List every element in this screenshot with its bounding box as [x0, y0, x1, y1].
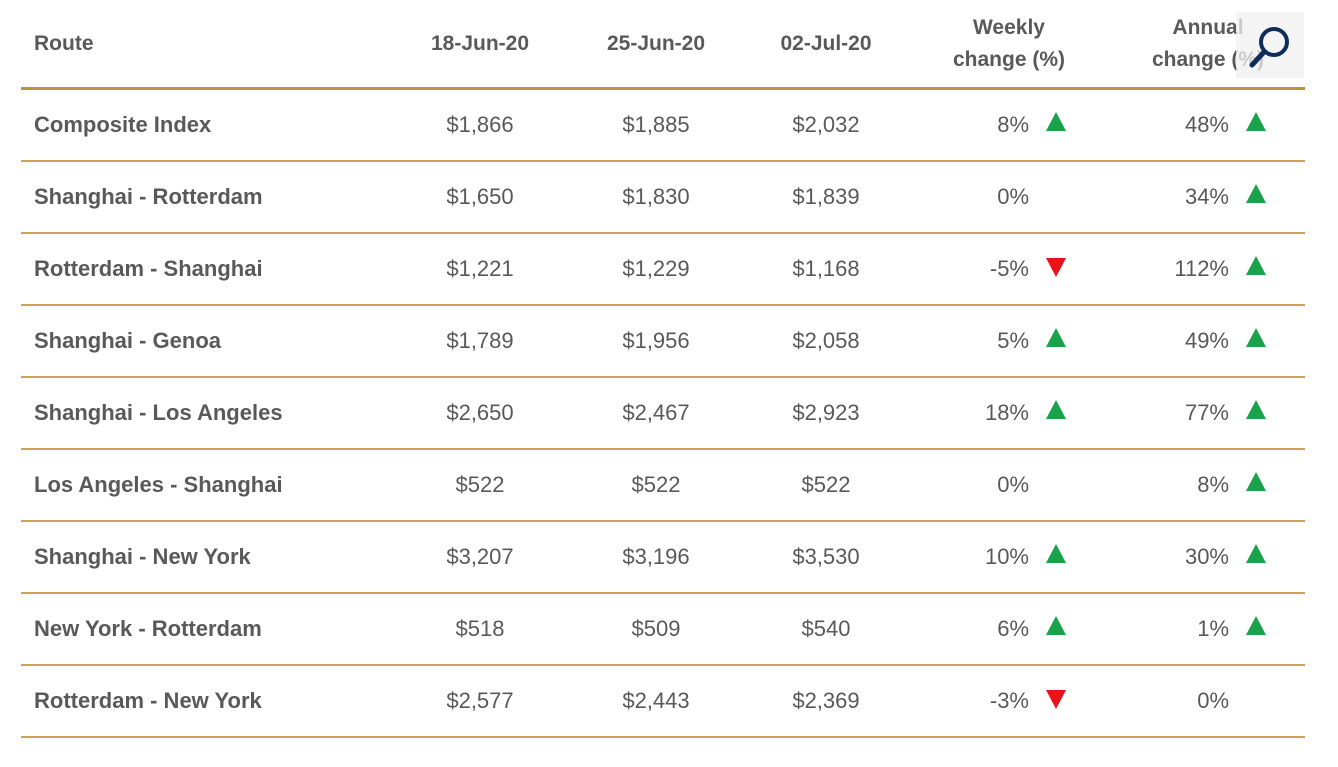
up-arrow-icon [1044, 90, 1068, 160]
magnifier-icon [1249, 27, 1289, 68]
table-row: New York - Rotterdam $518 $509 $540 6% 1% [21, 594, 1305, 666]
table-row: Los Angeles - Shanghai $522 $522 $522 0% 8% [21, 450, 1305, 522]
down-arrow-icon [1044, 234, 1068, 304]
route-name: Los Angeles - Shanghai [34, 472, 283, 497]
header-date-1: 18-Jun-20 [430, 31, 530, 55]
weekly-change: 0% [997, 472, 1029, 497]
rate-date-2: $2,443 [622, 688, 690, 713]
table-body: Composite Index $1,866 $1,885 $2,032 8% 48% Sh… [21, 90, 1305, 738]
annual-change: 49% [1184, 328, 1229, 353]
header-weekly-line1: Weekly [972, 15, 1045, 39]
annual-change: 48% [1184, 112, 1229, 137]
route-name: Shanghai - Los Angeles [34, 400, 283, 425]
up-arrow-icon [1244, 162, 1268, 232]
up-arrow-icon [1244, 378, 1268, 448]
table-row: Shanghai - Genoa $1,789 $1,956 $2,058 5% 49% [21, 306, 1305, 378]
freight-rate-table: Route 18-Jun-20 25-Jun-20 02-Jul-20 Week… [21, 0, 1305, 738]
up-arrow-icon [1244, 594, 1268, 664]
weekly-change: 5% [997, 328, 1029, 353]
rate-date-2: $1,229 [622, 256, 690, 281]
header-route: Route [34, 31, 94, 55]
rate-date-2: $3,196 [622, 544, 690, 569]
weekly-change: 10% [984, 544, 1029, 569]
header-date-3: 02-Jul-20 [780, 31, 872, 55]
rate-date-1: $518 [455, 616, 505, 641]
up-arrow-icon [1044, 306, 1068, 376]
rate-date-1: $1,650 [446, 184, 514, 209]
table-row: Rotterdam - New York $2,577 $2,443 $2,369 -3… [21, 666, 1305, 738]
rate-date-1: $1,221 [446, 256, 514, 281]
rate-date-1: $1,866 [446, 112, 514, 137]
table-row: Composite Index $1,866 $1,885 $2,032 8% 48% [21, 90, 1305, 162]
rate-date-3: $2,058 [792, 328, 860, 353]
weekly-change: -3% [989, 688, 1029, 713]
header-weekly-line2: change (%) [952, 47, 1065, 71]
weekly-change: -5% [989, 256, 1029, 281]
rate-date-3: $2,923 [792, 400, 860, 425]
table-row: Rotterdam - Shanghai $1,221 $1,229 $1,168 -5… [21, 234, 1305, 306]
rate-date-2: $522 [631, 472, 681, 497]
rate-date-3: $1,168 [792, 256, 860, 281]
weekly-change: 18% [984, 400, 1029, 425]
table-row: Shanghai - Rotterdam $1,650 $1,830 $1,839 0%… [21, 162, 1305, 234]
up-arrow-icon [1244, 450, 1268, 520]
rate-date-3: $540 [801, 616, 851, 641]
header-weekly-change: Weekly change (%) [929, 0, 1089, 87]
annual-change: 77% [1184, 400, 1229, 425]
rate-date-2: $1,956 [622, 328, 690, 353]
up-arrow-icon [1244, 306, 1268, 376]
up-arrow-icon [1044, 522, 1068, 592]
up-arrow-icon [1044, 594, 1068, 664]
rate-date-3: $2,032 [792, 112, 860, 137]
rate-date-1: $2,577 [446, 688, 514, 713]
route-name: Rotterdam - Shanghai [34, 256, 263, 281]
table-row: Shanghai - Los Angeles $2,650 $2,467 $2,923… [21, 378, 1305, 450]
annual-change: 34% [1184, 184, 1229, 209]
down-arrow-icon [1044, 666, 1068, 736]
route-name: Composite Index [34, 112, 212, 137]
rate-date-1: $3,207 [446, 544, 514, 569]
route-name: Shanghai - Genoa [34, 328, 222, 353]
rate-date-3: $2,369 [792, 688, 860, 713]
annual-change: 8% [1197, 472, 1229, 497]
rate-date-1: $522 [455, 472, 505, 497]
annual-change: 0% [1197, 688, 1229, 713]
table-row: Shanghai - New York $3,207 $3,196 $3,530 10%… [21, 522, 1305, 594]
route-name: Shanghai - New York [34, 544, 251, 569]
route-name: Rotterdam - New York [34, 688, 262, 713]
rate-date-2: $1,885 [622, 112, 690, 137]
rate-date-2: $1,830 [622, 184, 690, 209]
annual-change: 30% [1184, 544, 1229, 569]
rate-date-2: $509 [631, 616, 681, 641]
rate-date-1: $2,650 [446, 400, 514, 425]
annual-change: 112% [1174, 256, 1229, 281]
up-arrow-icon [1244, 234, 1268, 304]
rate-date-3: $3,530 [792, 544, 860, 569]
up-arrow-icon [1044, 378, 1068, 448]
header-annual-change: Annual change (%) [1128, 0, 1288, 87]
rate-date-3: $522 [801, 472, 851, 497]
annual-change: 1% [1197, 616, 1229, 641]
rate-date-1: $1,789 [446, 328, 514, 353]
weekly-change: 8% [997, 112, 1029, 137]
up-arrow-icon [1244, 522, 1268, 592]
header-annual-line1: Annual [1172, 15, 1244, 39]
route-name: Shanghai - Rotterdam [34, 184, 263, 209]
up-arrow-icon [1244, 90, 1268, 160]
rate-date-3: $1,839 [792, 184, 860, 209]
zoom-button[interactable] [1236, 12, 1304, 78]
route-name: New York - Rotterdam [34, 616, 262, 641]
weekly-change: 0% [997, 184, 1029, 209]
table-header: Route 18-Jun-20 25-Jun-20 02-Jul-20 Week… [21, 0, 1305, 90]
header-date-2: 25-Jun-20 [606, 31, 706, 55]
weekly-change: 6% [997, 616, 1029, 641]
rate-date-2: $2,467 [622, 400, 690, 425]
header-annual-line2: change (%) [1151, 47, 1264, 71]
